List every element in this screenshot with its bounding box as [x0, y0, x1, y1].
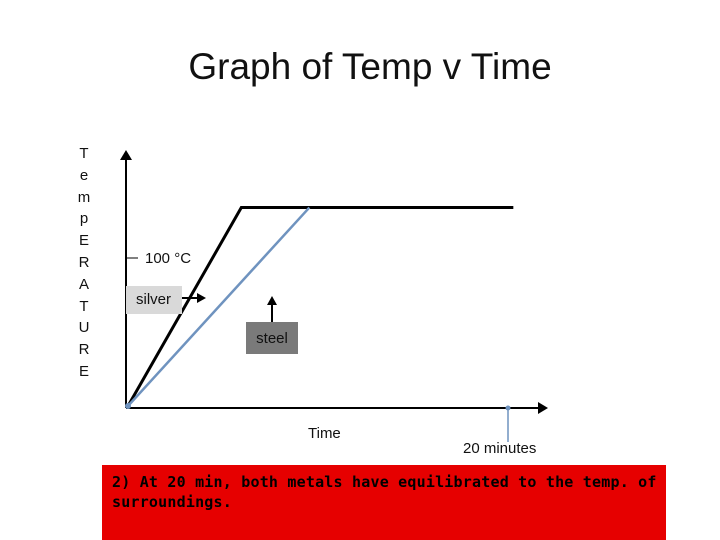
- y-axis-label-letter: E: [78, 362, 89, 380]
- silver-arrow-head: [197, 293, 206, 303]
- silver-label: silver: [126, 286, 182, 314]
- time-marker-label: 20 minutes: [463, 440, 537, 457]
- x-axis-arrow: [538, 402, 548, 414]
- y-axis-label-letter: A: [78, 275, 89, 293]
- y-axis-label-letter: U: [78, 319, 90, 337]
- y-axis-label-letter: m: [77, 188, 91, 206]
- y-axis-label-letter: p: [79, 210, 89, 228]
- y-axis-label-letter: R: [78, 253, 90, 271]
- y-axis-label-letter: T: [79, 297, 89, 315]
- temp-level-label: 100 °C: [145, 250, 192, 267]
- time-marker-dot: [505, 405, 511, 411]
- y-axis-arrow: [120, 150, 132, 160]
- chart-title: Graph of Temp v Time: [188, 46, 552, 87]
- steel-label: steel: [246, 322, 298, 354]
- series-line-silver: [126, 206, 514, 407]
- series-line-steel: [127, 206, 311, 407]
- steel-arrow-head: [267, 296, 277, 305]
- y-axis-label-letter: R: [78, 341, 90, 359]
- y-axis-label-letter: e: [79, 166, 89, 184]
- x-axis-label: Time: [308, 425, 341, 442]
- y-axis-label-letter: T: [79, 145, 89, 162]
- note-box: 2) At 20 min, both metals have equilibra…: [102, 465, 666, 540]
- origin-dot: [125, 403, 131, 409]
- y-axis-label-letter: E: [78, 232, 89, 250]
